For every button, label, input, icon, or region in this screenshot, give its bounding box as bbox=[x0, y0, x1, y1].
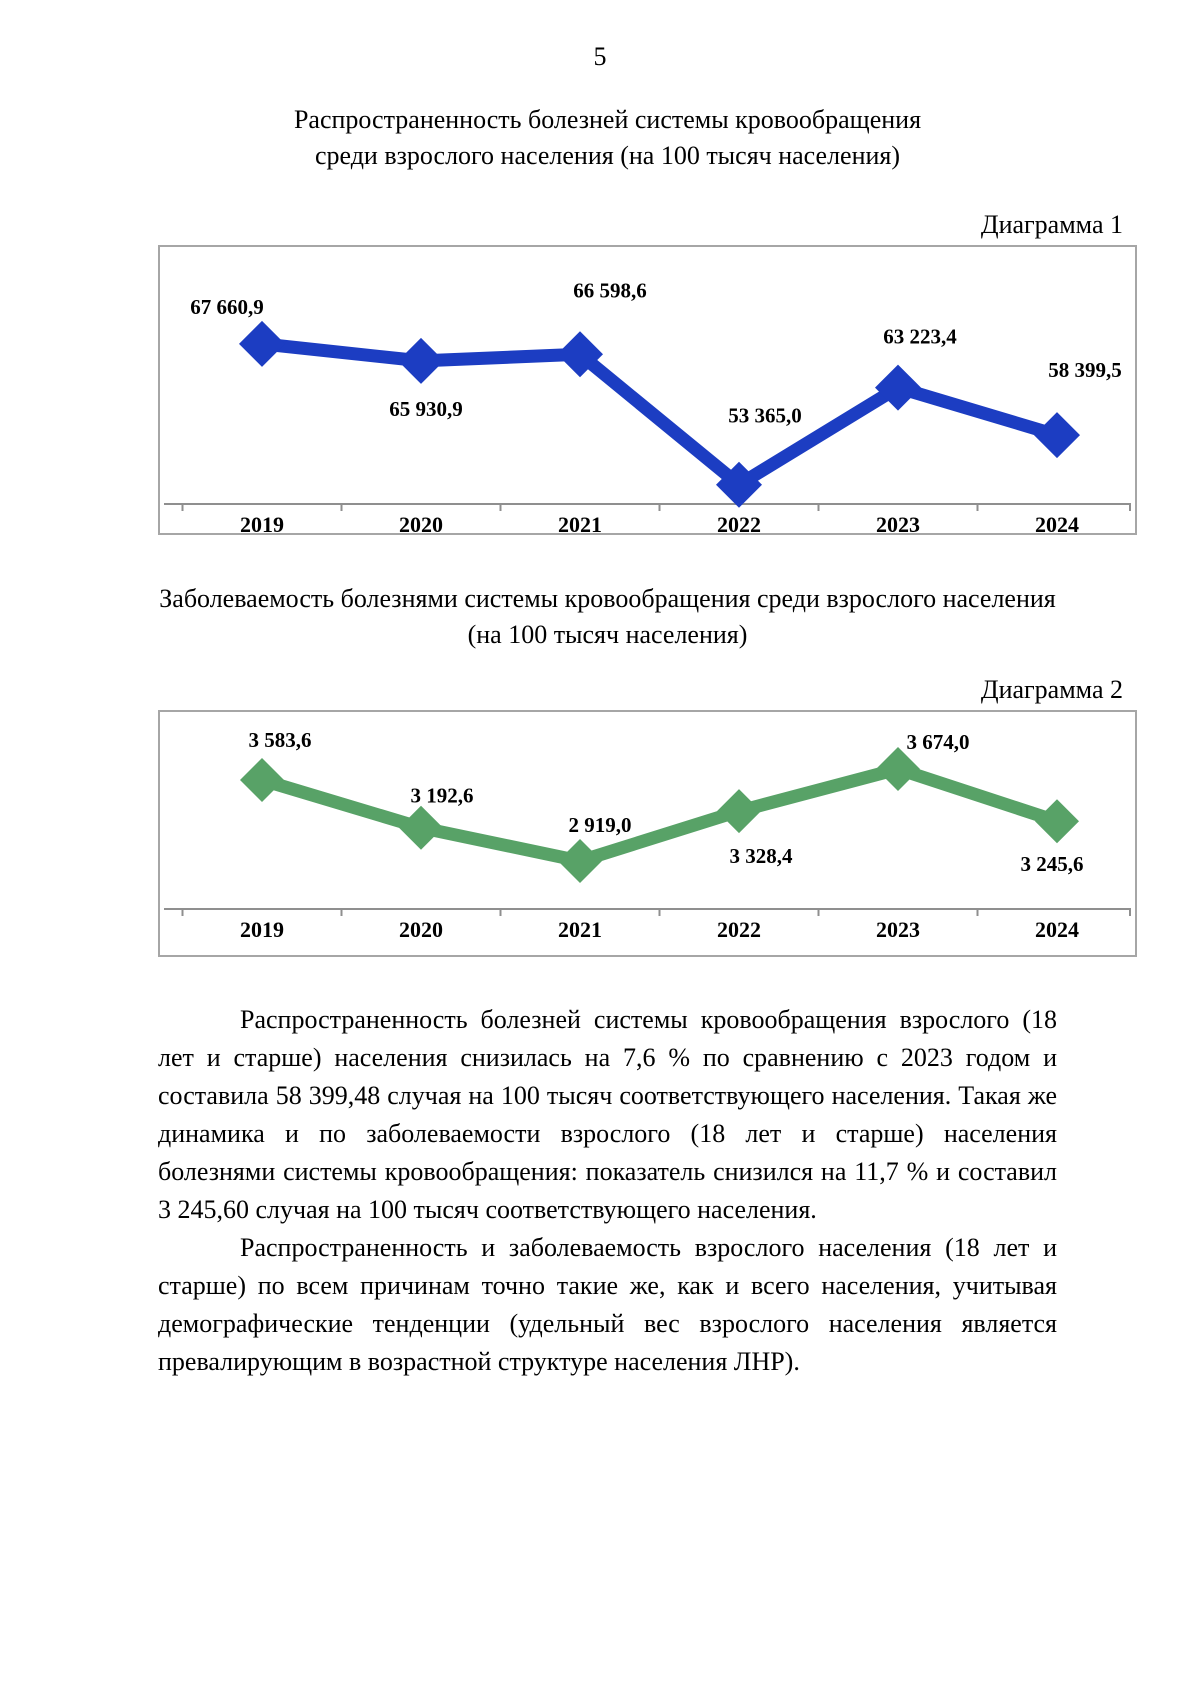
trend-line bbox=[255, 337, 1064, 492]
data-point-label: 53 365,0 bbox=[728, 404, 802, 428]
x-axis-label: 2022 bbox=[717, 512, 761, 533]
x-axis-label: 2019 bbox=[240, 512, 284, 533]
data-point-label: 3 674,0 bbox=[907, 730, 970, 754]
data-point-label: 63 223,4 bbox=[883, 325, 957, 349]
data-point-marker bbox=[1034, 412, 1080, 459]
data-point-marker bbox=[239, 320, 285, 367]
data-point-label: 2 919,0 bbox=[569, 813, 632, 837]
prevalence-line-chart: 67 660,9 2019 65 930,9 2020 66 598,6 2021 53 3… bbox=[164, 278, 1131, 533]
data-point-label: 3 192,6 bbox=[411, 784, 474, 808]
diagram-1-label: Диаграмма 1 bbox=[980, 210, 1123, 239]
data-point-label: 65 930,9 bbox=[389, 397, 463, 421]
chart1-frame: 67 660,9 2019 65 930,9 2020 66 598,6 2021 53 3… bbox=[158, 245, 1137, 535]
data-point-marker bbox=[558, 839, 602, 883]
data-point-marker bbox=[557, 331, 603, 378]
data-point-label: 67 660,9 bbox=[190, 295, 264, 319]
data-point-marker bbox=[398, 337, 444, 384]
chart2-title: Заболеваемость болезнями системы кровооб… bbox=[158, 581, 1057, 653]
data-point-marker bbox=[875, 364, 921, 411]
x-axis-label: 2023 bbox=[876, 917, 920, 942]
data-point-marker bbox=[717, 789, 761, 834]
chart2-title-line2: (на 100 тысяч населения) bbox=[467, 620, 748, 649]
paragraph-2: Распространенность и заболеваемость взро… bbox=[158, 1233, 1057, 1376]
chart2-frame: 3 583,6 2019 3 192,6 2020 2 919,0 2021 3 328,4… bbox=[158, 710, 1137, 957]
x-axis-label: 2020 bbox=[399, 917, 443, 942]
x-axis-label: 2023 bbox=[876, 512, 920, 533]
data-point-label: 66 598,6 bbox=[573, 278, 647, 302]
x-axis-label: 2020 bbox=[399, 512, 443, 533]
x-axis-label: 2019 bbox=[240, 917, 284, 942]
x-axis-label: 2021 bbox=[558, 917, 602, 942]
body-text: Распространенность болезней системы кров… bbox=[158, 1001, 1057, 1381]
x-axis-label: 2022 bbox=[717, 917, 761, 942]
chart2-title-line1: Заболеваемость болезнями системы кровооб… bbox=[159, 584, 1056, 613]
data-point-marker bbox=[1035, 799, 1079, 844]
paragraph-1: Распространенность болезней системы кров… bbox=[158, 1005, 1057, 1224]
data-point-marker bbox=[399, 805, 443, 850]
data-point-marker bbox=[876, 747, 920, 791]
x-axis-label: 2024 bbox=[1035, 917, 1079, 942]
x-axis-label: 2021 bbox=[558, 512, 602, 533]
x-axis-label: 2024 bbox=[1035, 512, 1079, 533]
data-point-marker bbox=[240, 758, 284, 802]
data-point-label: 3 583,6 bbox=[249, 728, 312, 752]
data-point-label: 3 328,4 bbox=[730, 844, 794, 868]
chart1-title-line2: среди взрослого населения (на 100 тысяч … bbox=[314, 141, 901, 170]
chart1-title: Распространенность болезней системы кров… bbox=[158, 102, 1057, 174]
page-number: 5 bbox=[593, 42, 607, 71]
incidence-line-chart: 3 583,6 2019 3 192,6 2020 2 919,0 2021 3 328,4… bbox=[164, 728, 1131, 942]
trend-line bbox=[255, 762, 1064, 868]
data-point-label: 3 245,6 bbox=[1021, 852, 1084, 876]
chart1-title-line1: Распространенность болезней системы кров… bbox=[293, 105, 922, 134]
data-point-label: 58 399,5 bbox=[1048, 358, 1122, 382]
data-point-marker bbox=[716, 461, 762, 508]
diagram-2-label: Диаграмма 2 bbox=[980, 675, 1123, 704]
